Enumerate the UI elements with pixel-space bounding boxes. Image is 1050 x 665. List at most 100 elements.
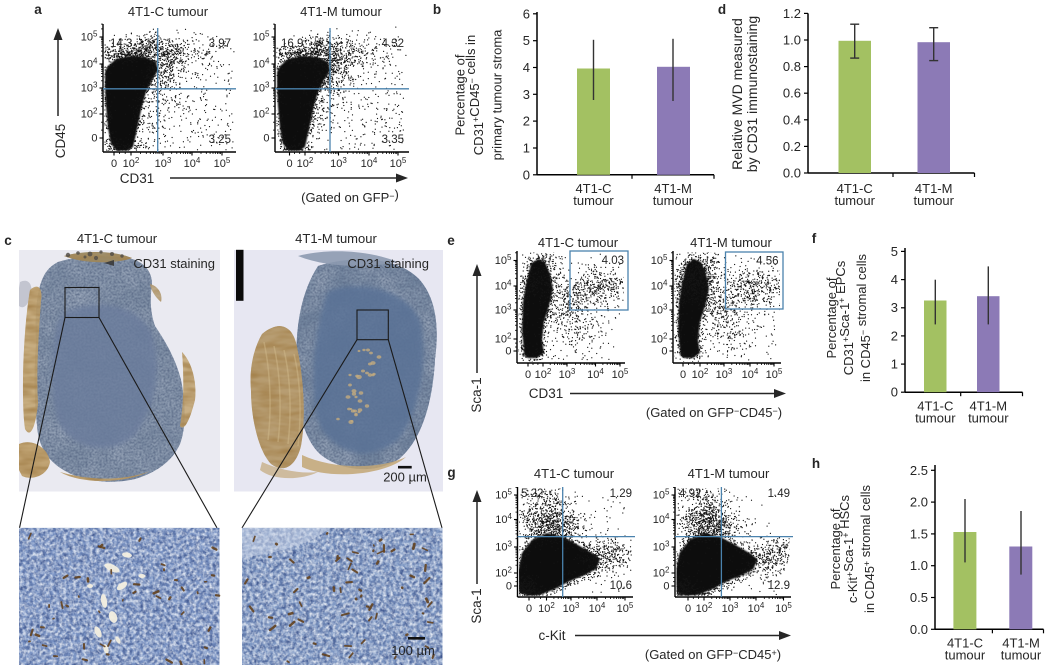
svg-text:1.0: 1.0 [783, 33, 801, 48]
svg-text:0: 0 [526, 603, 532, 615]
svg-text:4T1-C tumour: 4T1-C tumour [77, 231, 158, 246]
svg-text:0: 0 [111, 158, 117, 170]
svg-text:primary tumour stroma: primary tumour stroma [490, 29, 505, 161]
svg-text:c: c [4, 233, 12, 248]
svg-text:(Gated on GFP−): (Gated on GFP−) [301, 187, 399, 205]
svg-text:1.49: 1.49 [768, 488, 790, 500]
svg-text:0: 0 [685, 603, 691, 615]
svg-text:0: 0 [506, 581, 512, 593]
svg-text:0.0: 0.0 [783, 166, 801, 181]
svg-text:g: g [447, 465, 455, 480]
svg-text:10.6: 10.6 [610, 580, 632, 592]
svg-text:3: 3 [891, 300, 898, 315]
svg-text:Sca-1: Sca-1 [469, 377, 484, 412]
svg-text:5: 5 [523, 33, 530, 48]
svg-text:Relative MVD measured: Relative MVD measured [729, 18, 745, 170]
svg-text:3.97: 3.97 [209, 38, 231, 50]
svg-text:4T1-C: 4T1-C [837, 181, 873, 196]
svg-text:e: e [447, 233, 455, 248]
svg-text:4T1-M tumour: 4T1-M tumour [690, 235, 772, 250]
svg-text:1: 1 [523, 141, 530, 156]
svg-text:4.92: 4.92 [679, 488, 701, 500]
svg-text:h: h [812, 456, 820, 471]
svg-text:tumour: tumour [913, 193, 954, 208]
svg-text:0.5: 0.5 [910, 590, 928, 605]
svg-text:0: 0 [680, 369, 686, 381]
svg-text:16.9: 16.9 [281, 38, 303, 50]
svg-text:0: 0 [525, 369, 531, 381]
svg-text:c-Kit: c-Kit [539, 628, 566, 643]
svg-text:by CD31 immunostaining: by CD31 immunostaining [744, 16, 760, 172]
svg-text:0.0: 0.0 [910, 622, 928, 637]
svg-text:3.35: 3.35 [382, 134, 404, 146]
svg-text:0.2: 0.2 [783, 139, 801, 154]
svg-text:4: 4 [523, 60, 530, 75]
svg-text:1: 1 [891, 357, 898, 372]
svg-text:0: 0 [891, 385, 898, 400]
svg-text:b: b [433, 2, 441, 17]
svg-text:4.03: 4.03 [602, 255, 624, 267]
svg-text:4T1-C: 4T1-C [917, 399, 953, 414]
svg-text:Sca-1: Sca-1 [469, 588, 484, 623]
svg-text:tumour: tumour [834, 193, 875, 208]
svg-text:1.0: 1.0 [910, 558, 928, 573]
svg-text:tumour: tumour [968, 411, 1009, 426]
svg-text:Percentage of: Percentage of [828, 508, 843, 589]
svg-text:4.32: 4.32 [382, 38, 404, 50]
svg-text:CD31: CD31 [529, 386, 564, 401]
svg-text:d: d [718, 2, 726, 17]
svg-text:2.5: 2.5 [910, 463, 928, 478]
svg-text:in CD45− stromal cells: in CD45− stromal cells [854, 253, 873, 382]
svg-text:tumour: tumour [653, 193, 694, 208]
svg-text:in CD45+ stromal cells: in CD45+ stromal cells [858, 484, 877, 613]
svg-text:tumour: tumour [573, 193, 614, 208]
svg-text:a: a [34, 2, 42, 17]
svg-text:4T1-C: 4T1-C [575, 181, 611, 196]
svg-text:0.6: 0.6 [783, 86, 801, 101]
svg-text:3.25: 3.25 [209, 134, 231, 146]
svg-text:CD31: CD31 [120, 171, 155, 186]
svg-text:4T1-M: 4T1-M [654, 181, 692, 196]
svg-text:2.0: 2.0 [910, 495, 928, 510]
svg-text:CD45: CD45 [53, 124, 68, 159]
svg-text:5: 5 [891, 244, 898, 259]
svg-text:0: 0 [523, 167, 530, 182]
svg-text:4T1-M: 4T1-M [970, 399, 1008, 414]
svg-text:0.8: 0.8 [783, 59, 801, 74]
svg-text:CD31 staining: CD31 staining [133, 256, 215, 271]
svg-text:0.4: 0.4 [783, 112, 801, 127]
svg-text:4.56: 4.56 [756, 256, 778, 268]
svg-text:tumour: tumour [1001, 648, 1042, 663]
svg-text:4T1-C tumour: 4T1-C tumour [538, 235, 619, 250]
svg-text:1.29: 1.29 [610, 488, 632, 500]
svg-text:Percentage of: Percentage of [453, 54, 468, 135]
svg-text:(Gated on GFP−CD45−): (Gated on GFP−CD45−) [646, 405, 782, 420]
svg-text:0: 0 [286, 158, 292, 170]
svg-text:0: 0 [505, 346, 511, 358]
svg-text:1.5: 1.5 [910, 526, 928, 541]
svg-text:200 µm: 200 µm [383, 470, 427, 485]
svg-text:4: 4 [891, 272, 898, 287]
svg-text:tumour: tumour [945, 648, 986, 663]
svg-text:5.22: 5.22 [521, 488, 543, 500]
svg-text:12.9: 12.9 [768, 580, 790, 592]
svg-text:CD31 staining: CD31 staining [347, 256, 429, 271]
svg-text:(Gated on GFP−CD45+): (Gated on GFP−CD45+) [645, 647, 781, 662]
svg-text:3: 3 [523, 87, 530, 102]
svg-text:0: 0 [663, 581, 669, 593]
svg-text:4T1-C: 4T1-C [947, 636, 983, 651]
svg-text:4T1-M tumour: 4T1-M tumour [300, 4, 382, 19]
svg-text:2: 2 [523, 114, 530, 129]
svg-text:6: 6 [523, 6, 530, 21]
svg-text:0: 0 [263, 133, 269, 145]
svg-text:f: f [812, 231, 817, 246]
svg-text:2: 2 [891, 328, 898, 343]
svg-text:4T1-M tumour: 4T1-M tumour [295, 231, 377, 246]
svg-text:1.2: 1.2 [783, 6, 801, 21]
svg-text:0: 0 [661, 346, 667, 358]
svg-text:0: 0 [91, 133, 97, 145]
svg-text:4T1-M: 4T1-M [915, 181, 953, 196]
svg-text:4T1-M tumour: 4T1-M tumour [688, 466, 770, 481]
svg-text:tumour: tumour [915, 411, 956, 426]
svg-text:4T1-C tumour: 4T1-C tumour [534, 466, 615, 481]
